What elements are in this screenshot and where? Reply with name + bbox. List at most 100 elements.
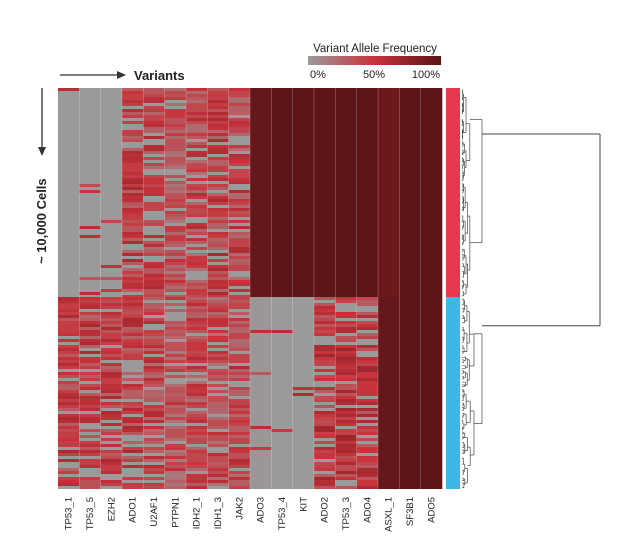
heatmap-cell [207,372,229,375]
heatmap-cell [79,486,101,489]
heatmap-cell [164,336,187,339]
heatmap-cell [207,324,229,327]
heatmap-cell [207,474,229,477]
variant-label: ADO1 [128,497,139,523]
heatmap-cell [314,354,336,357]
heatmap-cell [335,393,357,396]
heatmap-cell [228,142,251,145]
heatmap-cell-block [335,88,357,297]
heatmap-cell [186,381,208,384]
heatmap-cell [314,423,336,426]
heatmap-cell [79,321,101,324]
heatmap-cell [186,142,208,145]
heatmap-cell [122,292,144,295]
heatmap-cell [58,336,80,339]
heatmap-cell [143,169,165,172]
heatmap-cell [58,387,80,390]
variant-label: TP53_1 [64,497,75,530]
heatmap-cell [79,420,101,423]
heatmap-cell [335,339,357,342]
heatmap-cell [100,265,123,268]
heatmap-cell [79,327,101,330]
heatmap-cell [100,426,123,429]
heatmap-cell [143,256,165,259]
heatmap-cell [164,208,187,211]
heatmap-cell [164,262,187,265]
heatmap-cell [164,315,187,318]
heatmap-cell [207,411,229,414]
heatmap-cell [186,187,208,190]
heatmap-cell [356,321,379,324]
heatmap-cell [228,327,251,330]
heatmap-cell [207,223,229,226]
heatmap-cell [143,247,165,250]
heatmap-cell [186,145,208,148]
heatmap-cell [356,396,379,399]
heatmap-cell [100,339,123,342]
heatmap-cell [143,387,165,390]
heatmap-cell [122,127,144,130]
heatmap-cell [143,399,165,402]
heatmap-column [122,88,144,297]
heatmap-cell [164,205,187,208]
heatmap-cell [164,441,187,444]
heatmap-cell [207,142,229,145]
heatmap-cell [164,190,187,193]
heatmap-cell [164,405,187,408]
heatmap-cell [207,381,229,384]
heatmap-cell [207,193,229,196]
heatmap-cell [228,250,251,253]
heatmap-cell [122,336,144,339]
heatmap-cell [143,402,165,405]
heatmap-cell [335,327,357,330]
heatmap-cell [356,453,379,456]
heatmap-cell [228,384,251,387]
heatmap-cell [100,312,123,315]
heatmap-cell [186,477,208,480]
heatmap-cell [228,447,251,450]
heatmap-cell-block [100,88,123,297]
heatmap-cell [335,357,357,360]
heatmap-cell [122,417,144,420]
heatmap-cell [79,432,101,435]
heatmap-cell [207,100,229,103]
heatmap-cell [186,286,208,289]
heatmap-cell [143,235,165,238]
heatmap-cell [164,462,187,465]
heatmap-cell [186,486,208,489]
heatmap-cell [79,471,101,474]
heatmap-cell [186,148,208,151]
heatmap-cell [164,259,187,262]
heatmap-cell [122,112,144,115]
heatmap-cell [58,474,80,477]
heatmap-cell [228,187,251,190]
heatmap-cell [186,265,208,268]
heatmap-cell [186,375,208,378]
heatmap-cell [100,330,123,333]
heatmap-cell [79,339,101,342]
heatmap-cell [207,447,229,450]
heatmap-cell [122,277,144,280]
heatmap-column [186,88,208,297]
heatmap-column [420,297,443,489]
heatmap-cell [58,348,80,351]
heatmap-cell [58,447,80,450]
heatmap-cell [356,312,379,315]
heatmap-cell [143,250,165,253]
heatmap-cell [100,474,123,477]
heatmap-column [58,88,80,297]
variant-label: IDH1_3 [213,497,224,529]
heatmap-cell [122,432,144,435]
heatmap-cell [143,351,165,354]
heatmap-cell [143,145,165,148]
heatmap-cell [79,456,101,459]
heatmap-cell [79,318,101,321]
heatmap-cell [314,426,336,429]
heatmap-cell [186,360,208,363]
heatmap-cell [122,351,144,354]
heatmap-cell [143,327,165,330]
heatmap-cell [207,172,229,175]
heatmap-cell [186,217,208,220]
heatmap-cell [228,300,251,303]
heatmap-cell [122,256,144,259]
